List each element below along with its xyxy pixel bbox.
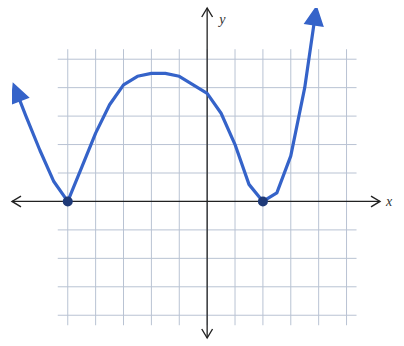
curve-arrowhead <box>12 84 28 104</box>
grid-line-x <box>346 49 347 325</box>
y-axis <box>207 8 208 338</box>
grid-line-x <box>151 49 152 325</box>
grid-line-x <box>290 49 291 325</box>
grid-line-x <box>262 49 263 325</box>
grid-line-x <box>235 49 236 325</box>
point <box>63 196 73 206</box>
plot-area <box>12 8 323 206</box>
y-axis-label: y <box>217 12 226 27</box>
axes <box>12 8 380 338</box>
curve-arrowhead <box>305 8 323 26</box>
grid-line-x <box>123 49 124 325</box>
axis-arrow <box>202 8 213 17</box>
grid-line-x <box>318 49 319 325</box>
point <box>258 196 268 206</box>
grid-line-x <box>67 49 68 325</box>
chart: xy <box>0 0 404 346</box>
axis-arrow <box>371 196 380 207</box>
grid-line-x <box>179 49 180 325</box>
axis-arrow <box>12 196 21 207</box>
x-axis-label: x <box>385 194 393 209</box>
axis-arrow <box>202 329 213 338</box>
curve <box>15 11 316 202</box>
grid-line-x <box>95 49 96 325</box>
